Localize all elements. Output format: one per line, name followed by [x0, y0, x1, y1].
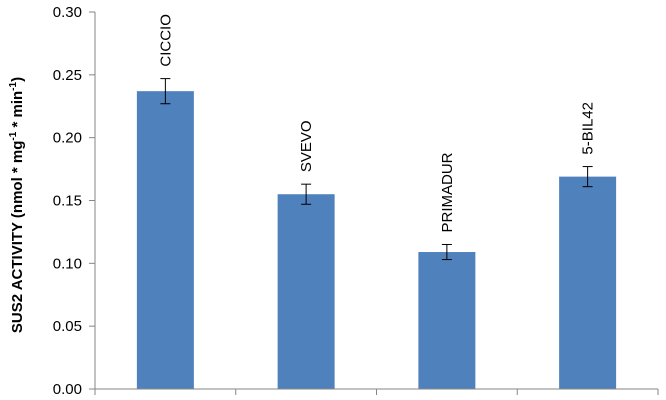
bar-primadur	[418, 252, 476, 389]
y-tick-label: 0.10	[53, 255, 82, 272]
category-label: CICCIO	[157, 14, 174, 67]
y-axis-ticks: 0.00 0.05 0.10 0.15 0.20 0.25 0.30	[53, 4, 95, 398]
y-tick-label: 0.25	[53, 67, 82, 84]
y-tick-label: 0.00	[53, 381, 82, 398]
y-tick-label: 0.30	[53, 4, 82, 21]
bar-5-bil42	[559, 176, 617, 389]
error-bars-group	[160, 78, 593, 261]
y-tick-label: 0.15	[53, 193, 82, 210]
bars-group	[136, 91, 617, 390]
category-label: PRIMADUR	[439, 152, 456, 232]
bar-svevo	[277, 194, 335, 389]
x-axis-ticks	[94, 389, 659, 395]
category-label: 5-BIL42	[580, 102, 597, 155]
category-label: SVEVO	[298, 120, 315, 172]
y-tick-label: 0.05	[53, 318, 82, 335]
bar-ciccio	[136, 91, 194, 390]
y-axis-title: SUS2 ACTIVITY (nmol * mg-1 * min-1)	[8, 77, 26, 333]
y-tick-label: 0.20	[53, 130, 82, 147]
category-labels-group: CICCIO SVEVO PRIMADUR 5-BIL42	[157, 14, 596, 232]
